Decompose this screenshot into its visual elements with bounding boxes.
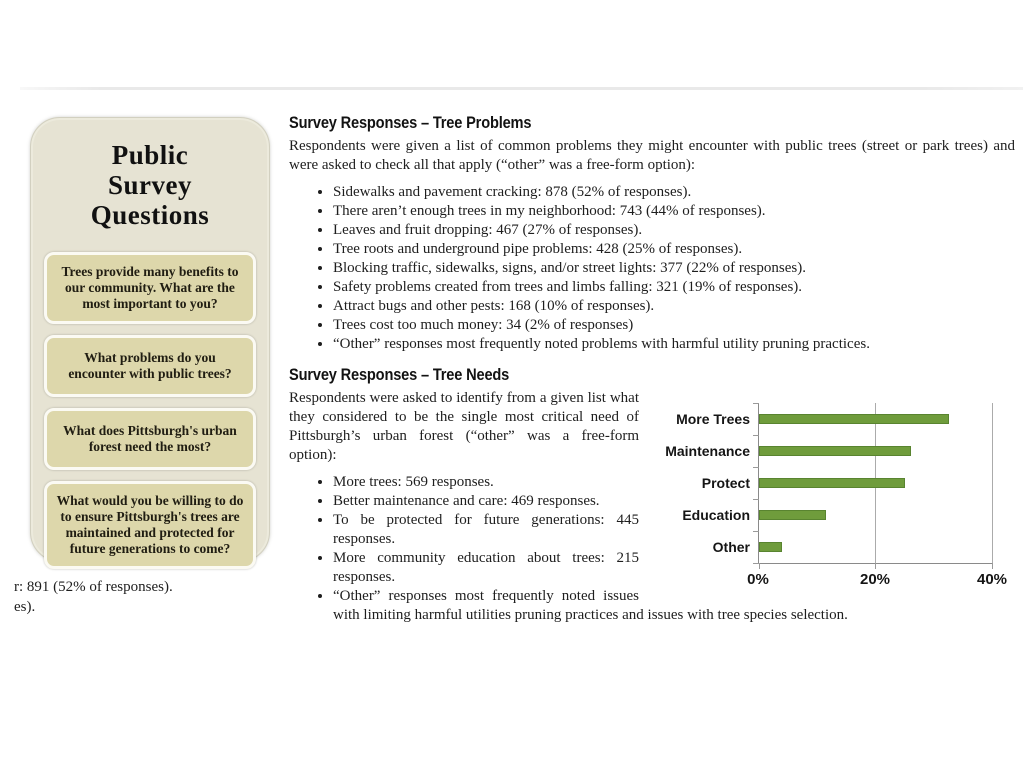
- section-tree-problems: Survey Responses – Tree Problems Respond…: [289, 113, 1015, 354]
- chart-category-label: Protect: [701, 475, 750, 491]
- chart-x-tick-label: 40%: [976, 571, 1008, 588]
- chart-bar-protect: [759, 478, 905, 488]
- bullet-item: Tree roots and underground pipe problems…: [333, 240, 1015, 259]
- chart-plot-area: [753, 403, 993, 569]
- bullet-item: “Other” responses most frequently noted …: [333, 587, 1015, 625]
- chart-x-tick-label: 0%: [747, 571, 769, 588]
- tree-needs-chart: More Trees Maintenance Protect Education Oth…: [645, 397, 1015, 597]
- chart-bar-maintenance: [759, 446, 911, 456]
- bullet-item: Sidewalks and pavement cracking: 878 (52…: [333, 183, 1015, 202]
- intro-tree-needs: Respondents were asked to identify from …: [289, 390, 639, 463]
- chart-category-axis: More Trees Maintenance Protect Education Oth…: [645, 403, 750, 563]
- bullet-list-tree-problems: Sidewalks and pavement cracking: 878 (52…: [289, 183, 1015, 354]
- chart-bar-other: [759, 542, 782, 552]
- bullet-item: More trees: 569 responses.: [333, 473, 1015, 492]
- chart-x-tick: [759, 563, 760, 569]
- chart-category-label: Other: [712, 539, 750, 555]
- bullet-item: There aren’t enough trees in my neighbor…: [333, 202, 1015, 221]
- heading-tree-problems: Survey Responses – Tree Problems: [289, 113, 532, 132]
- bullet-item: Blocking traffic, sidewalks, signs, and/…: [333, 259, 1015, 278]
- bullet-item: Trees cost too much money: 34 (2% of res…: [333, 316, 1015, 335]
- bullet-item: Better maintenance and care: 469 respons…: [333, 492, 1015, 511]
- question-box-needs: What does Pittsburgh's urban forest need…: [44, 408, 256, 470]
- sidebar-title-line: Survey: [108, 170, 192, 200]
- chart-category-label: Education: [682, 507, 750, 523]
- chart-y-tick: [753, 499, 759, 500]
- chart-y-tick: [753, 467, 759, 468]
- question-box-list: Trees provide many benefits to our commu…: [44, 252, 256, 569]
- sidebar-title-line: Questions: [90, 200, 210, 230]
- chart-x-tick: [992, 563, 993, 569]
- chart-category-label: Maintenance: [665, 443, 750, 459]
- chart-bar-education: [759, 510, 826, 520]
- bullet-item: To be protected for future generations: …: [333, 511, 1015, 549]
- question-box-benefits: Trees provide many benefits to our commu…: [44, 252, 256, 324]
- section-tree-needs: Survey Responses – Tree Needs More Trees…: [289, 365, 1015, 625]
- chart-y-tick: [753, 563, 759, 564]
- clipped-text-fragment: es).: [14, 599, 36, 615]
- main-text-column: Survey Responses – Tree Problems Respond…: [289, 113, 1015, 625]
- bullet-item: Safety problems created from trees and l…: [333, 278, 1015, 297]
- question-box-future: What would you be willing to do to ensur…: [44, 481, 256, 569]
- bullet-item: More community education about trees: 21…: [333, 549, 1015, 587]
- bullet-item: Attract bugs and other pests: 168 (10% o…: [333, 297, 1015, 316]
- heading-tree-needs: Survey Responses – Tree Needs: [289, 365, 510, 384]
- chart-bar-more-trees: [759, 414, 949, 424]
- bullet-item: “Other” responses most frequently noted …: [333, 335, 1015, 354]
- public-survey-questions-panel: Public Survey Questions Trees provide ma…: [30, 117, 270, 569]
- clipped-text-fragment: r: 891 (52% of responses).: [14, 579, 173, 595]
- question-box-problems: What problems do you encounter with publ…: [44, 335, 256, 397]
- chart-category-label: More Trees: [676, 411, 750, 427]
- bullet-item: Leaves and fruit dropping: 467 (27% of r…: [333, 221, 1015, 240]
- chart-y-tick: [753, 531, 759, 532]
- page-edge-shadow: [20, 87, 1023, 90]
- chart-x-tick-label: 20%: [859, 571, 891, 588]
- chart-x-tick: [875, 563, 876, 569]
- sidebar-title: Public Survey Questions: [31, 140, 269, 230]
- chart-y-tick: [753, 435, 759, 436]
- sidebar-title-line: Public: [111, 140, 189, 170]
- chart-gridline: [992, 403, 993, 563]
- bullet-list-tree-needs: More trees: 569 responses.Better mainten…: [289, 473, 1015, 625]
- intro-tree-problems: Respondents were given a list of common …: [289, 138, 1015, 173]
- chart-y-tick: [753, 403, 759, 404]
